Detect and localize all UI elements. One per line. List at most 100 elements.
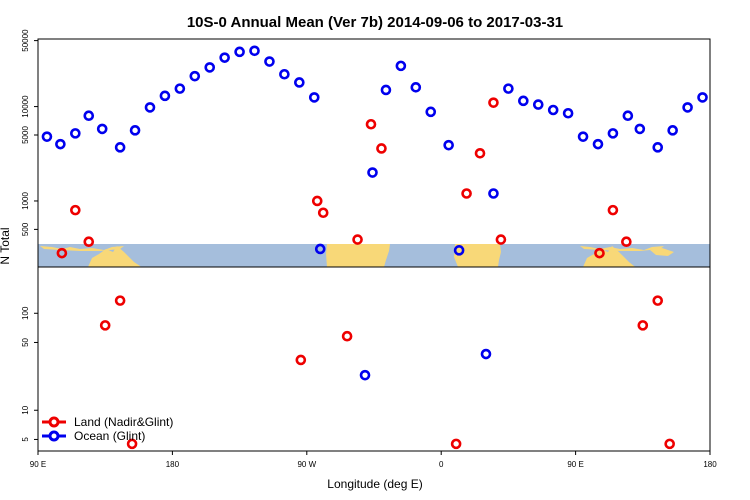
series-land: [56, 97, 675, 450]
land-point-20: [621, 236, 632, 248]
y-top-tick-label-3: 10000: [21, 95, 30, 118]
ocean-point-28: [480, 348, 492, 360]
legend-ocean-label: Ocean (Glint): [74, 429, 145, 443]
ocean-point-26: [443, 139, 454, 151]
y-bottom-tick-label-1: 10: [21, 405, 30, 414]
y-axis-bottom: 5 10 50 100: [21, 306, 38, 442]
map-land-png-2: [650, 248, 674, 256]
ocean-point-22: [380, 84, 392, 96]
land-point-13: [450, 438, 462, 450]
ocean-point-13: [234, 46, 245, 58]
x-tick-label-0: 90 E: [30, 460, 46, 469]
y-axis-label: N Total: [0, 227, 12, 264]
land-point-12: [376, 143, 387, 154]
x-axis: 90 E 180 90 W 0 90 E 180: [30, 451, 717, 469]
ocean-point-4: [96, 123, 108, 135]
legend-land-label: Land (Nadir&Glint): [74, 415, 173, 429]
ocean-point-20: [359, 369, 371, 381]
y-top-tick-label-4: 50000: [21, 29, 30, 52]
y-top-tick-label-2: 5000: [21, 126, 30, 144]
map-land-south-america: [326, 244, 390, 267]
ocean-point-12: [219, 52, 230, 63]
land-point-14: [461, 188, 472, 199]
ocean-point-14: [249, 45, 260, 57]
ocean-point-6: [129, 125, 141, 136]
ocean-point-1: [55, 138, 66, 150]
land-point-7: [311, 195, 323, 207]
ocean-point-7: [144, 102, 156, 113]
land-point-6: [295, 354, 307, 366]
ocean-point-16: [279, 68, 290, 80]
ocean-point-18: [308, 92, 320, 103]
y-bottom-tick-label-3: 100: [21, 306, 30, 320]
ocean-point-36: [592, 138, 604, 150]
plot-frame: [37, 38, 711, 452]
map-land-africa: [454, 244, 501, 267]
ocean-point-34: [562, 107, 574, 119]
land-point-23: [664, 438, 675, 450]
land-point-1: [70, 204, 81, 216]
ocean-point-8: [159, 90, 171, 102]
land-point-4: [114, 295, 126, 306]
legend-ocean-marker: [48, 430, 60, 442]
land-point-18: [594, 247, 605, 259]
ocean-point-0: [41, 131, 53, 142]
land-point-15: [474, 147, 486, 159]
ocean-point-39: [634, 123, 646, 135]
land-point-17: [495, 234, 507, 245]
ocean-point-41: [667, 125, 678, 136]
ocean-point-38: [622, 110, 634, 122]
ocean-point-33: [547, 104, 559, 116]
ocean-point-27: [453, 245, 465, 256]
ocean-point-35: [577, 131, 589, 142]
y-top-tick-label-1: 1000: [21, 192, 30, 210]
ocean-point-40: [652, 142, 664, 153]
land-point-8: [317, 207, 329, 219]
chart-title: 10S-0 Annual Mean (Ver 7b) 2014-09-06 to…: [187, 14, 563, 31]
ocean-point-24: [410, 82, 422, 93]
y-top-tick-label-0: 500: [21, 222, 30, 236]
ocean-point-32: [532, 99, 544, 110]
ocean-point-23: [395, 60, 407, 72]
ocean-point-19: [314, 243, 326, 255]
ocean-point-10: [189, 70, 201, 82]
y-bottom-tick-label-0: 5: [21, 437, 30, 442]
world-map-strip: [38, 244, 710, 267]
ocean-point-15: [264, 56, 275, 67]
map-land-australia-1: [88, 246, 141, 267]
land-point-10: [352, 234, 363, 245]
ocean-point-42: [682, 102, 693, 113]
ocean-point-29: [488, 188, 499, 199]
land-point-5: [126, 438, 138, 450]
ocean-point-11: [204, 62, 216, 73]
ocean-point-31: [518, 95, 529, 107]
land-point-0: [56, 247, 68, 259]
land-point-3: [99, 320, 111, 331]
ocean-point-30: [503, 83, 514, 94]
land-point-9: [341, 330, 353, 342]
y-bottom-tick-label-2: 50: [21, 337, 30, 346]
ocean-point-3: [83, 110, 95, 122]
ocean-point-43: [697, 92, 708, 103]
x-tick-label-2: 90 W: [297, 460, 316, 469]
ocean-point-17: [294, 77, 305, 88]
ocean-point-2: [70, 128, 81, 139]
ocean-point-9: [174, 83, 186, 94]
land-point-22: [652, 295, 664, 306]
legend: Land (Nadir&Glint) Ocean (Glint): [42, 415, 173, 443]
legend-land-marker: [48, 416, 60, 428]
ocean-point-37: [607, 128, 619, 139]
land-point-19: [607, 204, 619, 216]
land-point-2: [83, 236, 95, 248]
x-tick-label-4: 90 E: [567, 460, 583, 469]
y-axis-top: 500 1000 5000 10000 50000: [21, 29, 38, 236]
ocean-point-25: [425, 106, 437, 118]
map-land-australia-2: [583, 246, 636, 267]
x-tick-label-1: 180: [166, 460, 180, 469]
x-tick-label-5: 180: [703, 460, 717, 469]
land-point-16: [488, 97, 499, 108]
land-point-21: [637, 320, 649, 331]
series-ocean: [41, 45, 708, 381]
x-axis-label: Longitude (deg E): [327, 477, 422, 491]
